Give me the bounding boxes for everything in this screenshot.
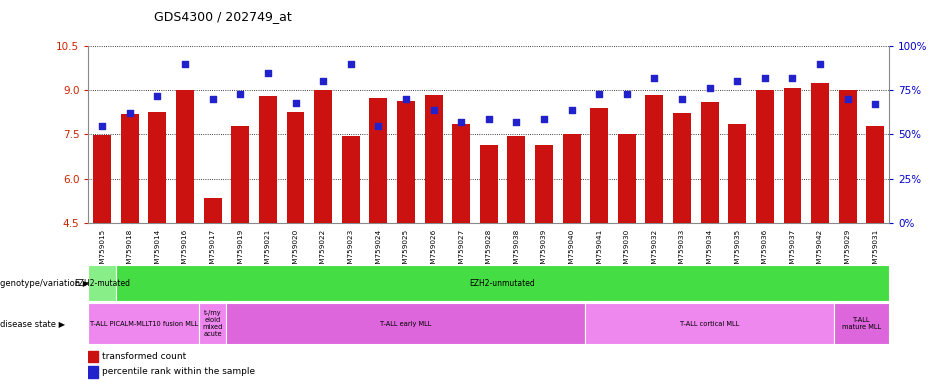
Point bbox=[785, 75, 800, 81]
Point bbox=[758, 75, 773, 81]
Bar bbox=[342, 136, 359, 223]
Bar bbox=[121, 114, 139, 223]
Point bbox=[536, 116, 551, 122]
Bar bbox=[226, 303, 586, 344]
Point bbox=[702, 85, 717, 91]
Bar bbox=[756, 89, 774, 223]
Bar bbox=[867, 126, 884, 223]
Bar bbox=[728, 124, 747, 223]
Bar bbox=[645, 95, 664, 223]
Point bbox=[675, 96, 690, 102]
Point bbox=[261, 70, 276, 76]
Bar bbox=[149, 112, 167, 223]
Point bbox=[868, 101, 883, 108]
Point bbox=[730, 78, 745, 84]
Point bbox=[205, 96, 220, 102]
Bar bbox=[811, 83, 829, 223]
Point bbox=[150, 93, 165, 99]
Text: T-ALL cortical MLL: T-ALL cortical MLL bbox=[680, 321, 739, 326]
Point bbox=[647, 75, 662, 81]
Text: t-/my
eloid
mixed
acute: t-/my eloid mixed acute bbox=[203, 310, 223, 337]
Bar bbox=[370, 98, 387, 223]
Bar bbox=[839, 89, 857, 223]
Bar bbox=[231, 126, 250, 223]
Bar bbox=[204, 198, 222, 223]
Point bbox=[233, 91, 248, 97]
Point bbox=[288, 99, 303, 106]
Text: percentile rank within the sample: percentile rank within the sample bbox=[102, 367, 256, 376]
Point bbox=[592, 91, 607, 97]
Text: genotype/variation ▶: genotype/variation ▶ bbox=[0, 279, 89, 288]
Point bbox=[344, 61, 358, 67]
Bar bbox=[535, 145, 553, 223]
Bar bbox=[618, 134, 636, 223]
Bar bbox=[507, 136, 525, 223]
Bar bbox=[397, 101, 415, 223]
Bar bbox=[199, 303, 226, 344]
Point bbox=[426, 107, 441, 113]
Bar bbox=[452, 124, 470, 223]
Bar bbox=[590, 108, 608, 223]
Bar bbox=[784, 88, 802, 223]
Text: GDS4300 / 202749_at: GDS4300 / 202749_at bbox=[154, 10, 291, 23]
Point bbox=[453, 119, 468, 125]
Bar bbox=[287, 112, 304, 223]
Text: transformed count: transformed count bbox=[102, 352, 187, 361]
Bar bbox=[834, 303, 889, 344]
Bar bbox=[259, 96, 277, 223]
Point bbox=[481, 116, 496, 122]
Bar bbox=[562, 134, 581, 223]
Bar bbox=[88, 366, 99, 377]
Point bbox=[398, 96, 413, 102]
Bar bbox=[176, 89, 194, 223]
Bar bbox=[479, 145, 498, 223]
Text: EZH2-unmutated: EZH2-unmutated bbox=[470, 279, 535, 288]
Point bbox=[122, 110, 137, 116]
Bar bbox=[314, 89, 332, 223]
Point bbox=[841, 96, 856, 102]
Bar bbox=[701, 102, 719, 223]
Point bbox=[95, 122, 110, 129]
Bar bbox=[425, 95, 442, 223]
Text: EZH2-mutated: EZH2-mutated bbox=[74, 279, 130, 288]
Point bbox=[509, 119, 524, 125]
Text: T-ALL PICALM-MLLT10 fusion MLL: T-ALL PICALM-MLLT10 fusion MLL bbox=[89, 321, 197, 326]
Bar bbox=[88, 303, 199, 344]
Text: T-ALL early MLL: T-ALL early MLL bbox=[380, 321, 432, 326]
Bar bbox=[673, 113, 691, 223]
Bar bbox=[586, 303, 834, 344]
Point bbox=[813, 61, 828, 67]
Point bbox=[619, 91, 634, 97]
Text: T-ALL
mature MLL: T-ALL mature MLL bbox=[842, 317, 881, 330]
Bar bbox=[93, 135, 111, 223]
Point bbox=[564, 107, 579, 113]
Text: disease state ▶: disease state ▶ bbox=[0, 319, 65, 328]
Point bbox=[316, 78, 331, 84]
Bar bbox=[88, 265, 116, 301]
Point bbox=[178, 61, 193, 67]
Bar bbox=[88, 351, 99, 362]
Point bbox=[371, 122, 385, 129]
